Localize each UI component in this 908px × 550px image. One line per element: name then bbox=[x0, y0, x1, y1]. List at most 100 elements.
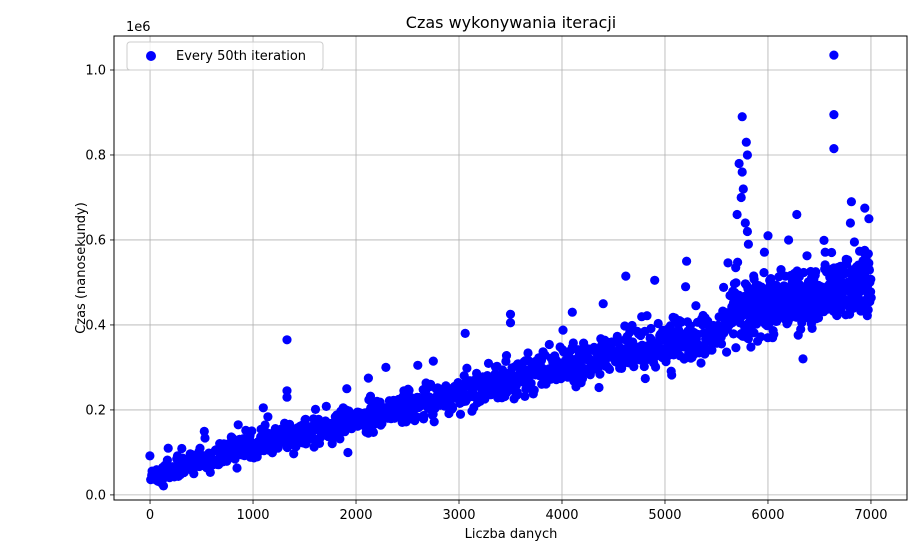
y-offset-label: 1e6 bbox=[126, 20, 151, 35]
data-point bbox=[653, 318, 663, 329]
data-point bbox=[849, 237, 860, 247]
data-point bbox=[759, 268, 769, 278]
data-point bbox=[866, 293, 876, 303]
data-point bbox=[529, 385, 539, 395]
data-point bbox=[342, 384, 352, 394]
data-point bbox=[505, 318, 516, 328]
data-point bbox=[802, 251, 812, 261]
data-point bbox=[200, 433, 210, 443]
y-tick-label: 0.2 bbox=[85, 403, 106, 418]
data-point bbox=[523, 348, 533, 358]
data-point bbox=[247, 426, 257, 436]
data-point bbox=[512, 387, 522, 397]
y-tick-label: 0.8 bbox=[85, 148, 106, 163]
x-tick-label: 6000 bbox=[751, 508, 784, 523]
x-tick-label: 4000 bbox=[545, 508, 578, 523]
data-point bbox=[335, 434, 345, 444]
data-point bbox=[807, 323, 817, 333]
data-point bbox=[731, 343, 741, 353]
data-point bbox=[843, 255, 853, 265]
data-point bbox=[544, 339, 554, 350]
data-point bbox=[567, 307, 577, 317]
y-tick-label: 0.6 bbox=[85, 233, 106, 248]
x-axis: 0 1000 2000 3000 4000 5000 6000 7000 bbox=[146, 500, 888, 523]
plot-frame bbox=[113, 35, 908, 501]
data-point bbox=[598, 299, 608, 309]
data-point bbox=[733, 257, 743, 267]
data-point bbox=[776, 265, 786, 275]
data-point bbox=[734, 158, 744, 169]
data-point bbox=[736, 192, 746, 203]
legend-box bbox=[126, 41, 324, 71]
data-point bbox=[728, 329, 739, 339]
data-point bbox=[799, 267, 809, 278]
data-point bbox=[820, 260, 830, 270]
data-point bbox=[381, 362, 391, 372]
data-point bbox=[863, 249, 873, 259]
data-point bbox=[568, 338, 578, 348]
data-point bbox=[759, 247, 770, 257]
data-point bbox=[177, 443, 187, 454]
data-points bbox=[145, 50, 876, 491]
data-point bbox=[282, 386, 292, 396]
data-point bbox=[310, 404, 321, 414]
data-point bbox=[707, 345, 717, 355]
data-point bbox=[628, 337, 638, 347]
x-tick-label: 1000 bbox=[236, 508, 269, 523]
x-tick-label: 5000 bbox=[648, 508, 681, 523]
data-point bbox=[621, 271, 631, 281]
data-point bbox=[483, 358, 494, 368]
data-point bbox=[404, 385, 414, 395]
data-point bbox=[520, 391, 530, 401]
data-point bbox=[723, 258, 733, 268]
data-point bbox=[737, 112, 747, 122]
data-point bbox=[743, 239, 754, 249]
data-point bbox=[696, 358, 706, 368]
data-point bbox=[639, 361, 649, 372]
data-point bbox=[263, 412, 273, 422]
data-point bbox=[864, 258, 874, 268]
data-point bbox=[829, 110, 839, 120]
data-point bbox=[763, 231, 773, 241]
data-point bbox=[792, 209, 802, 220]
y-tick-label: 0.4 bbox=[85, 318, 106, 333]
data-point bbox=[769, 329, 779, 339]
data-point bbox=[501, 351, 512, 361]
y-axis-label: Czas (nanosekundy) bbox=[74, 202, 89, 334]
data-point bbox=[864, 214, 874, 224]
data-point bbox=[863, 305, 873, 315]
data-point bbox=[460, 328, 470, 338]
data-point bbox=[158, 481, 169, 491]
data-point bbox=[377, 418, 387, 429]
data-point bbox=[743, 334, 754, 344]
data-point bbox=[428, 356, 438, 366]
data-point bbox=[595, 369, 605, 379]
data-point bbox=[195, 443, 205, 453]
data-point bbox=[667, 370, 677, 380]
data-point bbox=[343, 447, 353, 458]
data-point bbox=[774, 272, 784, 282]
legend: Every 50th iteration bbox=[126, 41, 324, 71]
data-point bbox=[455, 409, 466, 419]
data-point bbox=[232, 463, 242, 473]
data-point bbox=[691, 301, 701, 311]
data-point bbox=[650, 275, 660, 285]
data-point bbox=[746, 342, 756, 352]
data-point bbox=[829, 50, 839, 60]
y-tick-label: 0.0 bbox=[85, 488, 106, 503]
data-point bbox=[163, 443, 173, 453]
data-point bbox=[413, 360, 423, 370]
data-point bbox=[327, 439, 337, 449]
data-point bbox=[282, 392, 292, 402]
data-point bbox=[233, 420, 243, 430]
data-point bbox=[462, 363, 472, 373]
x-axis-label: Liczba danych bbox=[465, 527, 558, 542]
data-point bbox=[640, 373, 650, 384]
data-point bbox=[813, 313, 824, 323]
data-point bbox=[819, 235, 829, 245]
data-point bbox=[742, 150, 753, 160]
data-point bbox=[289, 449, 299, 459]
data-point bbox=[526, 378, 536, 388]
data-point bbox=[766, 274, 776, 284]
x-tick-label: 0 bbox=[146, 508, 154, 523]
